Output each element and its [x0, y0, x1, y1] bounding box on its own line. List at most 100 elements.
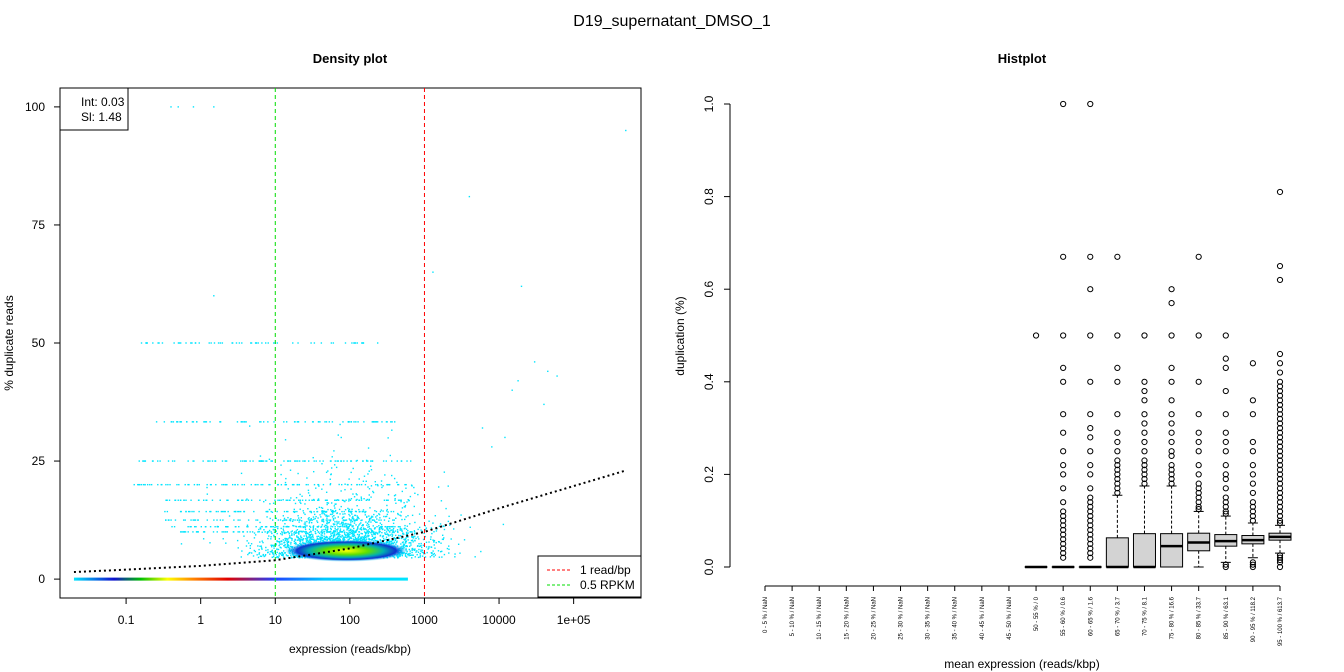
density-point	[433, 541, 435, 543]
density-point	[379, 517, 381, 519]
density-point	[349, 533, 351, 535]
density-point	[340, 525, 342, 528]
density-point	[285, 531, 287, 534]
density-point	[401, 507, 404, 509]
density-point	[397, 525, 400, 528]
density-point	[358, 535, 360, 537]
density-point	[405, 537, 407, 539]
density-point	[334, 531, 336, 533]
density-point	[240, 421, 243, 423]
density-point	[401, 490, 404, 493]
density-point	[179, 510, 182, 513]
density-point	[384, 532, 386, 534]
density-point	[424, 528, 427, 531]
density-point	[387, 511, 389, 513]
density-point	[243, 510, 246, 513]
density-point	[392, 529, 394, 531]
density-point	[370, 516, 373, 518]
box-outlier	[1060, 364, 1067, 372]
density-point	[325, 526, 327, 529]
hist-x-axis: 0 - 5 % / NaN 5 - 10 % / NaN 10 - 15 % / N…	[763, 585, 1284, 646]
box-outlier	[1195, 438, 1202, 446]
density-point	[240, 472, 243, 475]
density-point	[364, 536, 367, 539]
box-outlier	[1222, 438, 1229, 446]
density-point	[209, 421, 211, 423]
density-point	[386, 540, 388, 543]
density-point	[347, 421, 350, 423]
density-point	[317, 498, 320, 500]
density-point	[280, 540, 283, 542]
density-point	[161, 483, 163, 486]
density-point	[410, 542, 412, 544]
density-point	[377, 484, 379, 487]
density-point	[367, 473, 369, 475]
density-point	[261, 483, 264, 486]
density-point	[320, 525, 323, 528]
density-point	[372, 537, 375, 540]
density-point	[420, 550, 422, 553]
density-point	[313, 483, 316, 486]
density-point	[330, 534, 333, 537]
density-point	[390, 510, 392, 513]
density-point	[336, 522, 338, 524]
density-point	[394, 497, 396, 500]
box-outlier	[1114, 462, 1121, 469]
box-outlier	[1276, 415, 1284, 422]
density-point	[254, 534, 257, 536]
density-point	[316, 535, 318, 538]
density-point	[288, 460, 290, 462]
density-point	[317, 535, 320, 538]
density-point	[341, 531, 344, 533]
density-point	[401, 518, 403, 521]
density-point	[315, 487, 317, 489]
density-point	[326, 521, 328, 523]
density-point	[271, 525, 273, 528]
density-point	[418, 526, 421, 529]
box-outlier	[1195, 253, 1202, 260]
density-point	[197, 499, 200, 501]
density-point	[340, 490, 342, 492]
density-point	[268, 458, 271, 461]
box-outlier	[1168, 299, 1175, 307]
density-point	[330, 473, 332, 476]
density-point	[389, 541, 392, 543]
box-outlier	[1168, 286, 1175, 293]
density-point	[397, 499, 400, 501]
density-point	[339, 423, 341, 426]
density-point	[265, 549, 267, 552]
density-point	[219, 421, 222, 423]
density-point	[286, 460, 289, 462]
fit-stats-box: Int: 0.03 Sl: 1.48	[59, 87, 129, 131]
box-outlier	[1222, 332, 1229, 339]
density-point	[420, 544, 422, 547]
density-point	[348, 513, 350, 516]
density-point	[318, 499, 320, 501]
density-point	[417, 556, 420, 559]
density-point	[335, 499, 337, 501]
density-point	[358, 483, 361, 486]
density-point	[158, 342, 160, 344]
density-point	[411, 536, 413, 538]
density-point	[384, 533, 387, 535]
density-point	[391, 429, 393, 431]
density-point	[351, 532, 354, 534]
box-outlier	[1087, 536, 1094, 543]
density-point	[352, 533, 354, 535]
box-outlier	[1276, 499, 1284, 506]
density-point	[293, 534, 295, 536]
density-point	[274, 526, 276, 529]
density-point	[276, 342, 279, 344]
density-point	[391, 525, 394, 528]
density-point	[406, 501, 408, 503]
density-point	[209, 542, 211, 544]
density-point	[262, 421, 265, 423]
density-point	[446, 547, 449, 550]
density-point	[270, 544, 273, 546]
density-point	[408, 499, 410, 502]
density-point	[407, 553, 410, 555]
box-outlier	[1087, 540, 1094, 547]
density-point	[317, 538, 319, 540]
density-point	[323, 533, 326, 535]
density-point	[284, 483, 287, 486]
